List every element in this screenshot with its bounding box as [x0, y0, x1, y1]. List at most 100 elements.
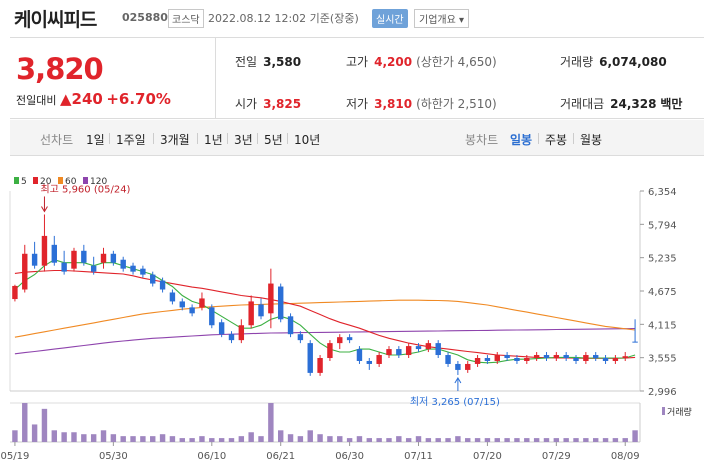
candle-body [337, 337, 343, 344]
tab-range-10y[interactable]: 10년 [294, 133, 321, 147]
legend-swatch [58, 177, 63, 184]
candle-body [317, 358, 323, 373]
volume-bar [199, 436, 205, 442]
candle-body [455, 363, 461, 370]
candle-body [297, 334, 304, 341]
amount-value: 24,328 [610, 97, 657, 111]
high-annotation: 최고 5,960 (05/24) [40, 183, 130, 195]
line-chart-label[interactable]: 선차트 [40, 133, 74, 147]
high-value: 4,200 [374, 55, 413, 69]
volume-bar [356, 436, 363, 442]
x-tick-label: 08/09 [611, 451, 640, 462]
candle-body [602, 358, 609, 361]
volume-cell: 거래량 6,074,080 [560, 53, 667, 70]
volume-bar [179, 438, 185, 442]
y-tick-label: 5,235 [648, 254, 677, 265]
realtime-button[interactable]: 실시간 [372, 9, 408, 28]
chart-tabs: 선차트 1일 1주일 3개월 1년 3년 5년 10년 봉차트 일봉 주봉 월봉 [10, 120, 704, 156]
x-tick-label: 06/10 [197, 451, 226, 462]
x-tick-label: 06/30 [335, 451, 364, 462]
candle-body [150, 274, 156, 284]
legend-label-ma20: 20 [40, 177, 52, 187]
candle-body [51, 244, 58, 263]
volume-bar [573, 438, 579, 442]
change-label: 전일대비 [16, 94, 57, 107]
volume-bar [277, 430, 284, 442]
tab-range-3y[interactable]: 3년 [234, 133, 253, 147]
candle-body [612, 358, 619, 361]
candle-body [120, 259, 126, 269]
volume-bar [583, 438, 589, 442]
legend-swatch [14, 177, 19, 184]
quote-panel: 3,820 전일대비 ▲240 +6.70% 전일 3,580 시가 3,825 고… [10, 37, 704, 119]
candle-body [514, 358, 520, 361]
tab-daily[interactable]: 일봉 [510, 133, 533, 147]
candle-body [543, 355, 550, 359]
high-label: 고가 [346, 55, 369, 69]
volume-bar [51, 430, 58, 442]
candle-body [209, 307, 215, 326]
candle-body [81, 250, 87, 263]
volume-bar [415, 436, 422, 442]
candle-body [445, 355, 451, 364]
volume-bar [159, 434, 166, 442]
candle-body [474, 358, 481, 364]
stock-code: 025880 [122, 11, 168, 24]
volume-bar [110, 434, 117, 442]
volume-bar [31, 424, 38, 442]
prev-close-label: 전일 [235, 55, 258, 69]
candle-body [71, 250, 77, 269]
candle-body [533, 355, 540, 359]
candle-chart-label[interactable]: 봉차트 [465, 133, 499, 147]
volume-bar [504, 438, 510, 442]
lower-limit: (하한가 2,510) [416, 97, 497, 111]
candle-body [435, 343, 441, 356]
open-cell: 시가 3,825 [235, 95, 301, 112]
candle-body [100, 253, 107, 263]
market-badge: 코스닥 [168, 9, 204, 28]
volume-bar [543, 438, 550, 442]
volume-bar [376, 438, 382, 442]
candle-body [504, 355, 510, 359]
x-tick-label: 07/20 [473, 451, 502, 462]
tab-range-1y[interactable]: 1년 [204, 133, 223, 147]
volume-bar [533, 438, 540, 442]
candle-body [90, 265, 97, 272]
high-cell: 고가 4,200 (상한가 4,650) [346, 53, 497, 70]
volume-bar [396, 436, 402, 442]
volume-bar [445, 438, 451, 442]
x-tick-label: 07/11 [404, 451, 433, 462]
amount-label: 거래대금 [560, 97, 605, 111]
candle-body [218, 322, 225, 335]
candle-body [405, 346, 412, 356]
change-value: ▲240 [59, 90, 103, 108]
company-info-dropdown[interactable]: 기업개요 ▾ [414, 9, 469, 28]
candle-body [396, 349, 402, 356]
volume-bar [317, 434, 323, 442]
tab-range-5y[interactable]: 5년 [264, 133, 283, 147]
candle-body [248, 301, 254, 326]
candle-body [140, 268, 146, 275]
candle-body [366, 360, 373, 364]
y-tick-label: 3,555 [648, 354, 677, 365]
current-price: 3,820 [16, 52, 104, 86]
tab-weekly[interactable]: 주봉 [545, 133, 568, 147]
volume-value: 6,074,080 [599, 55, 667, 69]
volume-bar [287, 434, 294, 442]
y-tick-label: 4,675 [648, 287, 677, 298]
volume-bar [602, 438, 609, 442]
volume-bar [524, 438, 530, 442]
volume-bar [81, 434, 87, 442]
x-tick-label: 07/29 [542, 451, 571, 462]
volume-bar [71, 432, 77, 442]
volume-bar [386, 438, 392, 442]
volume-bar [150, 436, 156, 442]
ma60-line [14, 299, 636, 338]
volume-bar [307, 430, 313, 442]
tab-range-3m[interactable]: 3개월 [160, 133, 190, 147]
tab-monthly[interactable]: 월봉 [580, 133, 603, 147]
low-annotation: 최저 3,265 (07/15) [410, 396, 500, 408]
tab-range-1d[interactable]: 1일 [86, 133, 105, 147]
tab-range-1w[interactable]: 1주일 [116, 133, 146, 147]
volume-bar [346, 438, 353, 442]
